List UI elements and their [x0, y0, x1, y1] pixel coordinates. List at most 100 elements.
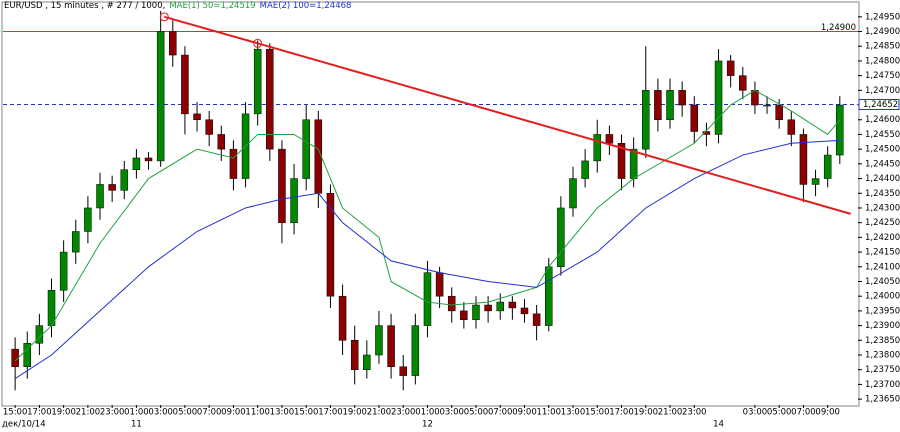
x-tick-label: 19:00 [634, 408, 659, 418]
legend-entry: MAE(1) 50=1,24519 [169, 1, 255, 11]
candle-body [775, 104, 783, 120]
y-tick-label: 1,24900 [865, 27, 900, 37]
x-tick-label: 23:00 [100, 408, 125, 418]
x-tick-label: 05:00 [767, 408, 792, 418]
candle-body [47, 290, 56, 326]
candle-body [763, 104, 771, 107]
chart-header: EUR/USD , 15 minutes , # 277 / 1000, MAE(… [4, 1, 351, 11]
candle-body [472, 304, 480, 320]
y-tick-label: 1,24400 [865, 174, 900, 184]
x-tick-label: 19:00 [342, 408, 367, 418]
y-tick-label: 1,24800 [865, 56, 900, 66]
x-tick-label: 09:00 [221, 408, 246, 418]
y-tick-label: 1,24500 [865, 145, 900, 155]
candle-body [484, 304, 492, 312]
y-tick-label: 1,24300 [865, 203, 900, 213]
x-tick-label: 11:00 [245, 408, 270, 418]
x-tick-label: 03:00 [743, 408, 768, 418]
candle-body [302, 119, 310, 179]
y-tick-label: 1,24150 [865, 248, 900, 258]
trendline-anchor [253, 38, 263, 48]
y-tick-label: 1,23650 [865, 395, 900, 405]
candle-body [253, 48, 262, 115]
x-tick-label: 17:00 [609, 408, 634, 418]
x-tick-label: 21:00 [658, 408, 683, 418]
candle-body [363, 354, 371, 370]
candle-body [581, 160, 589, 179]
candle-body [72, 231, 80, 253]
y-tick-label: 1,24850 [865, 42, 900, 52]
moving-average [14, 89, 841, 362]
y-tick-label: 1,23750 [865, 365, 900, 375]
candle-body [169, 31, 177, 56]
y-tick-label: 1,24000 [865, 292, 900, 302]
y-tick-label: 1,24950 [865, 12, 900, 22]
y-tick-label: 1,24600 [865, 115, 900, 125]
candle-body [278, 148, 286, 223]
candle-body [629, 148, 638, 179]
x-tick-label: 03:00 [148, 408, 173, 418]
x-tick-label: 15:00 [294, 408, 319, 418]
x-tick-label: 23:00 [391, 408, 416, 418]
candle-body [217, 134, 226, 150]
y-tick-label: 1,24750 [865, 71, 900, 81]
candle-body [836, 104, 844, 156]
candle-body [193, 113, 201, 120]
candle-body [617, 143, 626, 179]
x-tick-label: 05:00 [173, 408, 198, 418]
candle-body [508, 301, 517, 309]
candle-body [714, 60, 723, 135]
x-tick-label: 23:00 [682, 408, 707, 418]
x-tick-label: 07:00 [488, 408, 513, 418]
level-label: 1,24652 [863, 100, 898, 110]
candle-body [666, 90, 674, 120]
y-tick-label: 1,23800 [865, 351, 900, 361]
x-tick-label: 11:00 [536, 408, 561, 418]
candle-body [411, 325, 420, 376]
level-label: 1,24900 [821, 23, 856, 33]
y-tick-label: 1,24200 [865, 233, 900, 243]
x-tick-label: 01:00 [124, 408, 149, 418]
y-tick-label: 1,23950 [865, 306, 900, 316]
candle-body [205, 119, 213, 135]
x-tick-label: 09:00 [512, 408, 537, 418]
y-tick-label: 1,24050 [865, 277, 900, 287]
candle-body [59, 251, 68, 291]
candle-body [229, 148, 238, 179]
candle-body [120, 169, 129, 191]
candle-body [739, 75, 747, 91]
y-tick-label: 1,24250 [865, 218, 900, 228]
candle-body [605, 134, 614, 144]
candle-body [84, 207, 92, 232]
y-tick-label: 1,24450 [865, 159, 900, 169]
candle-body [496, 301, 504, 312]
candle-body [399, 366, 407, 376]
x-tick-label: 17:00 [27, 408, 52, 418]
candle-body [544, 266, 553, 326]
x-tick-label: 07:00 [791, 408, 816, 418]
x-tick-label: 15:00 [3, 408, 28, 418]
x-tick-label: 03:00 [439, 408, 464, 418]
candle-body [266, 48, 274, 150]
x-tick-label: 07:00 [197, 408, 222, 418]
x-tick-label: 01:00 [415, 408, 440, 418]
trendline-anchor [159, 12, 169, 22]
candle-body [181, 54, 189, 115]
x-tick-label: 15:00 [585, 408, 610, 418]
y-tick-label: 1,23850 [865, 336, 900, 346]
candle-body [156, 31, 165, 162]
date-tick-label: 12 [422, 420, 433, 430]
candle-body [423, 272, 432, 326]
y-tick-label: 1,24700 [865, 86, 900, 96]
candle-body [132, 157, 141, 170]
x-tick-label: 13:00 [561, 408, 586, 418]
candle-body [642, 90, 650, 150]
trendline [164, 15, 851, 215]
candle-body [557, 207, 565, 268]
date-tick-label: 11 [131, 420, 142, 430]
candle-body [702, 131, 711, 135]
plot: 1,24900 [3, 10, 858, 391]
candle-body [435, 272, 444, 297]
y-tick-label: 1,23700 [865, 380, 900, 390]
